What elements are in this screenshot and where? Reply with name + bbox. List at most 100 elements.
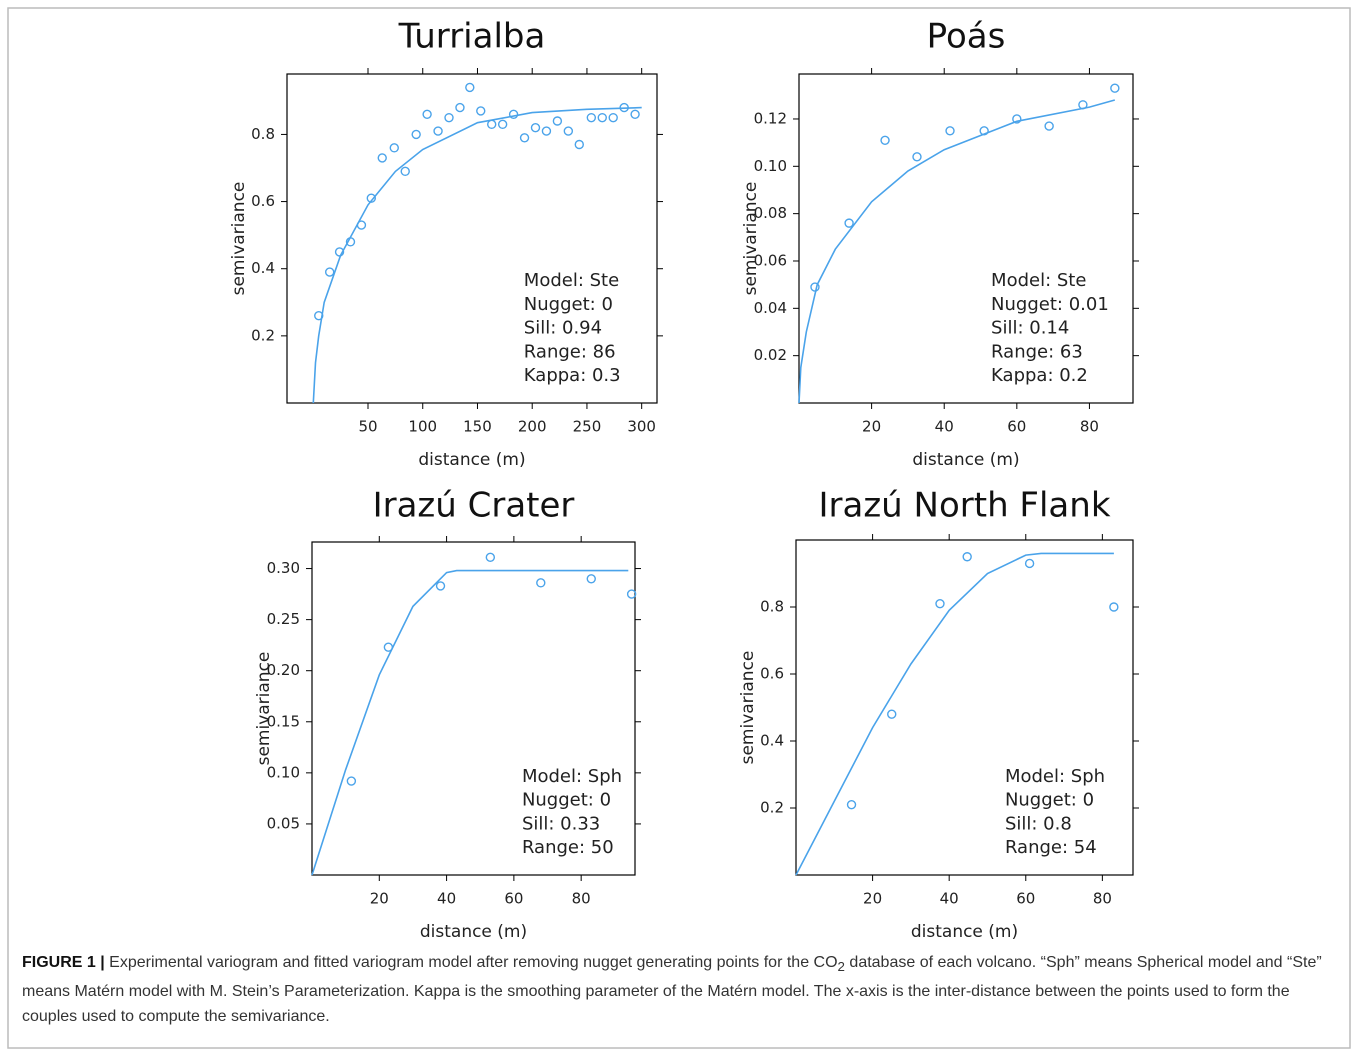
x-tick-label: 20	[862, 418, 881, 436]
y-tick-label: 0.6	[760, 665, 784, 683]
chart-title: Turrialba	[398, 17, 546, 57]
x-tick-label: 60	[504, 890, 523, 908]
point	[345, 237, 356, 247]
caption-subscript: 2	[837, 959, 845, 975]
point	[536, 578, 546, 588]
point	[346, 776, 357, 786]
x-tick-label: 50	[358, 418, 377, 436]
fit-line	[795, 552, 1114, 876]
caption-label: FIGURE 1 |	[22, 954, 105, 971]
point	[563, 126, 574, 136]
point	[476, 106, 486, 116]
annotation: Range: 54	[1005, 837, 1097, 858]
point	[422, 109, 432, 119]
point	[962, 552, 972, 562]
panel: Irazú Crater semivariance distance (m) 20 40…	[254, 486, 641, 942]
point	[1110, 83, 1120, 93]
annotation: Model: Sph	[1005, 766, 1105, 787]
y-tick-label: 0.2	[251, 326, 275, 344]
point	[487, 119, 497, 130]
annotation: Nugget: 0	[522, 790, 611, 811]
y-axis-label: semivariance	[741, 182, 761, 296]
y-tick-label: 0.30	[267, 559, 300, 577]
point	[433, 126, 443, 136]
point	[314, 311, 324, 321]
point	[465, 82, 475, 93]
plot-frame	[798, 73, 1134, 404]
point	[586, 112, 597, 123]
y-tick-label: 0.08	[754, 204, 787, 222]
y-axis-label: semivariance	[738, 651, 758, 765]
annotation: Sill: 0.33	[522, 813, 600, 834]
annotation: Sill: 0.94	[524, 318, 602, 339]
point	[608, 112, 618, 123]
annotation: Model: Ste	[524, 270, 619, 291]
y-tick-label: 0.4	[251, 259, 275, 277]
point	[389, 143, 399, 153]
x-tick-label: 60	[1016, 890, 1035, 908]
point	[377, 153, 387, 163]
panel: Irazú North Flank semivariance distance (m…	[738, 486, 1139, 942]
point	[334, 247, 345, 257]
y-tick-label: 0.05	[267, 814, 300, 832]
x-tick-label: 300	[627, 418, 656, 436]
point	[383, 642, 394, 652]
point	[880, 135, 890, 145]
point	[435, 581, 446, 591]
point	[1024, 558, 1035, 569]
y-tick-label: 0.8	[251, 125, 275, 143]
point	[541, 126, 552, 136]
point	[935, 598, 945, 609]
annotation: Nugget: 0	[1005, 790, 1094, 811]
annotation: Nugget: 0.01	[991, 294, 1109, 315]
x-axis-label: distance (m)	[912, 450, 1019, 470]
point	[844, 218, 854, 228]
point	[912, 152, 922, 162]
point	[455, 102, 465, 113]
x-tick-label: 150	[463, 418, 492, 436]
point	[630, 109, 640, 119]
point	[1078, 100, 1088, 110]
x-tick-label: 80	[572, 890, 591, 908]
point	[411, 129, 421, 140]
point	[530, 123, 541, 133]
point	[400, 166, 410, 177]
point	[586, 574, 596, 584]
point	[324, 267, 335, 277]
point	[356, 220, 367, 230]
y-tick-label: 0.20	[267, 661, 300, 679]
annotation: Range: 50	[522, 837, 614, 858]
point	[945, 126, 955, 136]
annotation: Kappa: 0.3	[524, 365, 621, 386]
chart-title: Irazú Crater	[373, 486, 575, 526]
point	[444, 112, 454, 123]
x-tick-label: 40	[935, 418, 954, 436]
point	[366, 193, 376, 203]
y-axis-label: semivariance	[229, 182, 249, 296]
panel: Turrialba semivariance distance (m) 50 100 15…	[229, 17, 663, 470]
annotation: Range: 86	[524, 341, 616, 362]
x-tick-label: 40	[940, 890, 959, 908]
x-tick-label: 20	[370, 890, 389, 908]
annotation: Model: Sph	[522, 766, 622, 787]
annotation: Kappa: 0.2	[991, 365, 1088, 386]
annotation: Model: Ste	[991, 270, 1086, 291]
plot-frame	[286, 73, 658, 404]
y-tick-label: 0.02	[754, 346, 787, 364]
y-tick-label: 0.8	[760, 598, 784, 616]
fit-line	[312, 106, 642, 404]
point	[626, 589, 637, 599]
y-tick-label: 0.25	[267, 610, 300, 628]
point	[508, 109, 519, 119]
point	[497, 119, 508, 130]
point	[485, 552, 496, 563]
caption-text: Experimental variogram and fitted variog…	[104, 954, 838, 971]
point	[887, 709, 897, 719]
x-axis-label: distance (m)	[420, 922, 527, 942]
point	[810, 282, 820, 292]
x-tick-label: 250	[573, 418, 602, 436]
frame	[7, 7, 1351, 1049]
y-tick-label: 0.4	[760, 732, 784, 750]
y-tick-label: 0.10	[754, 157, 787, 175]
